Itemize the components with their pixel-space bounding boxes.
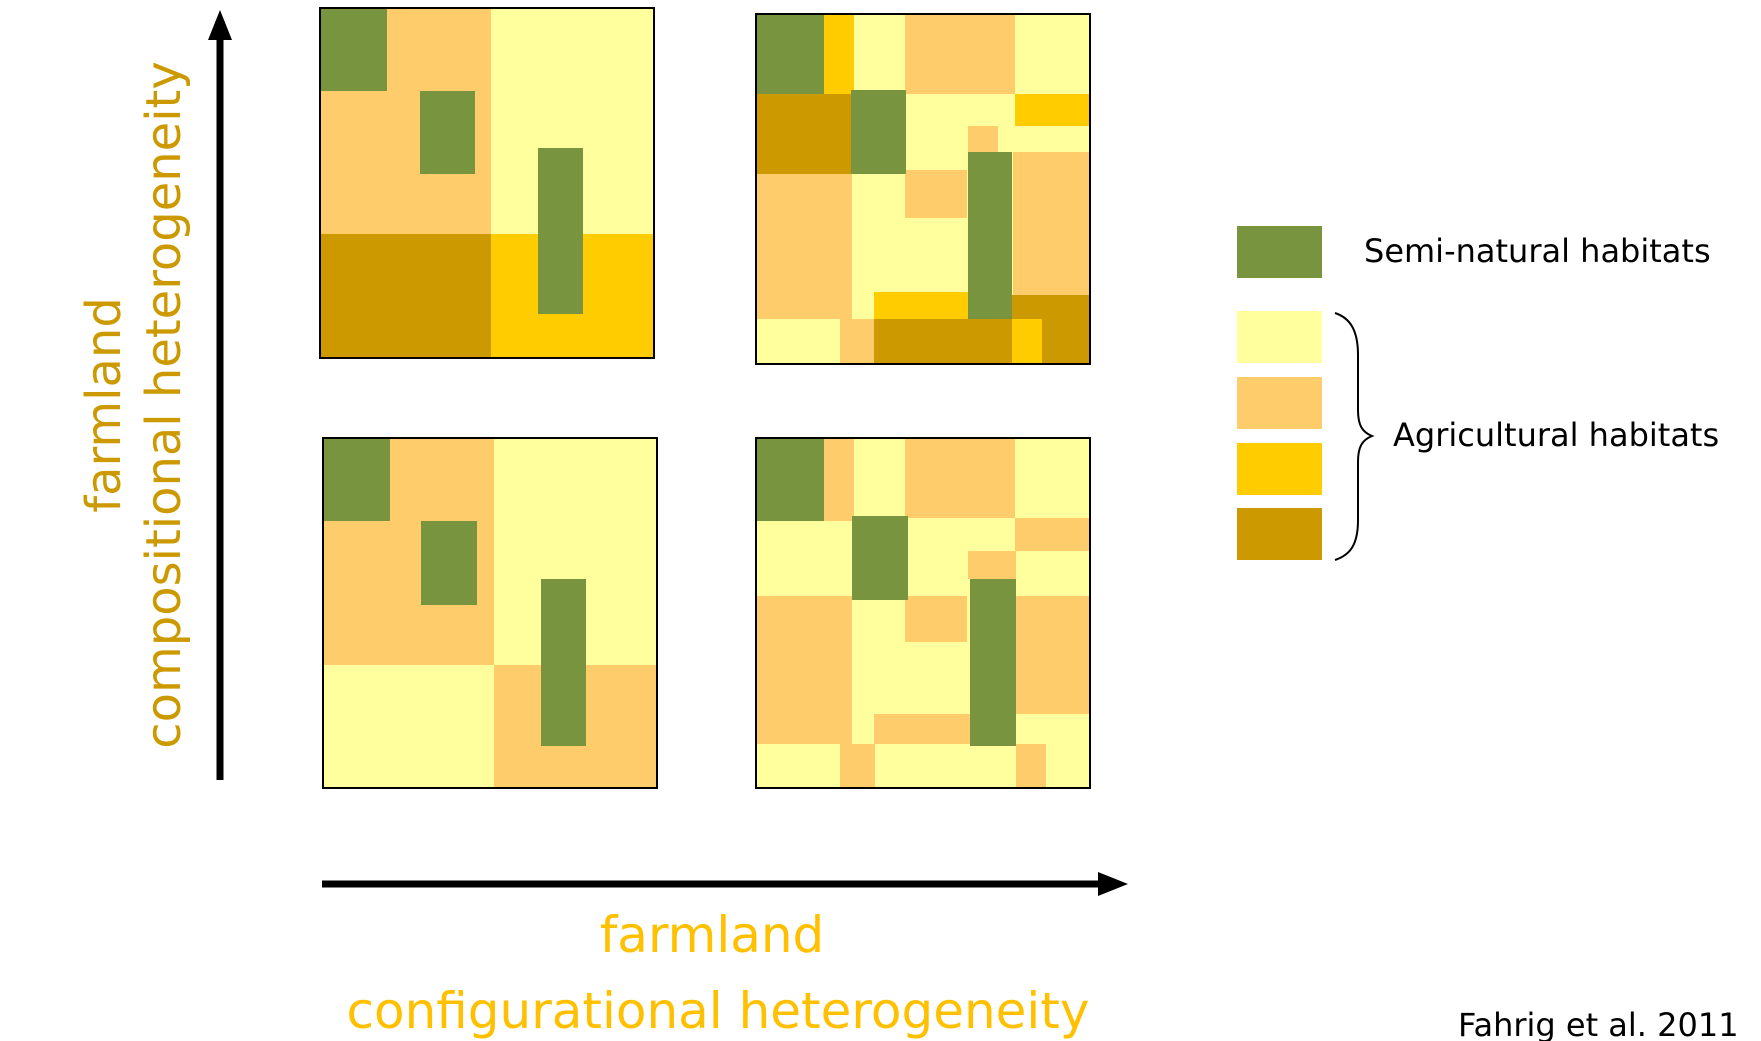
legend-swatch-agri-pale — [1237, 311, 1322, 363]
legend-curly-brace — [1334, 312, 1375, 561]
y-axis-arrow — [208, 10, 232, 780]
landscape-panel-top-right — [755, 13, 1091, 365]
legend-swatch-agri-yellow — [1237, 443, 1322, 495]
y-axis-label-line2: compositional heterogeneity — [136, 61, 192, 749]
legend-label-agricultural: Agricultural habitats — [1393, 416, 1719, 454]
legend: Semi-natural habitats Agricultural habit… — [1237, 226, 1719, 561]
legend-swatch-agri-brown — [1237, 508, 1322, 560]
legend-label-semi-natural: Semi-natural habitats — [1364, 232, 1711, 270]
y-axis-label-line1: farmland — [76, 297, 132, 513]
legend-swatch-agri-orange — [1237, 377, 1322, 429]
landscape-panel-bottom-left — [322, 437, 658, 789]
legend-swatch-semi-natural — [1237, 226, 1322, 278]
landscape-panel-bottom-right — [755, 437, 1091, 789]
landscape-panel-top-left — [319, 7, 655, 359]
x-axis-arrow — [322, 872, 1128, 896]
x-axis-label-line2: configurational heterogeneity — [347, 982, 1090, 1040]
citation: Fahrig et al. 2011 — [1458, 1006, 1739, 1041]
x-axis-label-line1: farmland — [600, 906, 825, 964]
